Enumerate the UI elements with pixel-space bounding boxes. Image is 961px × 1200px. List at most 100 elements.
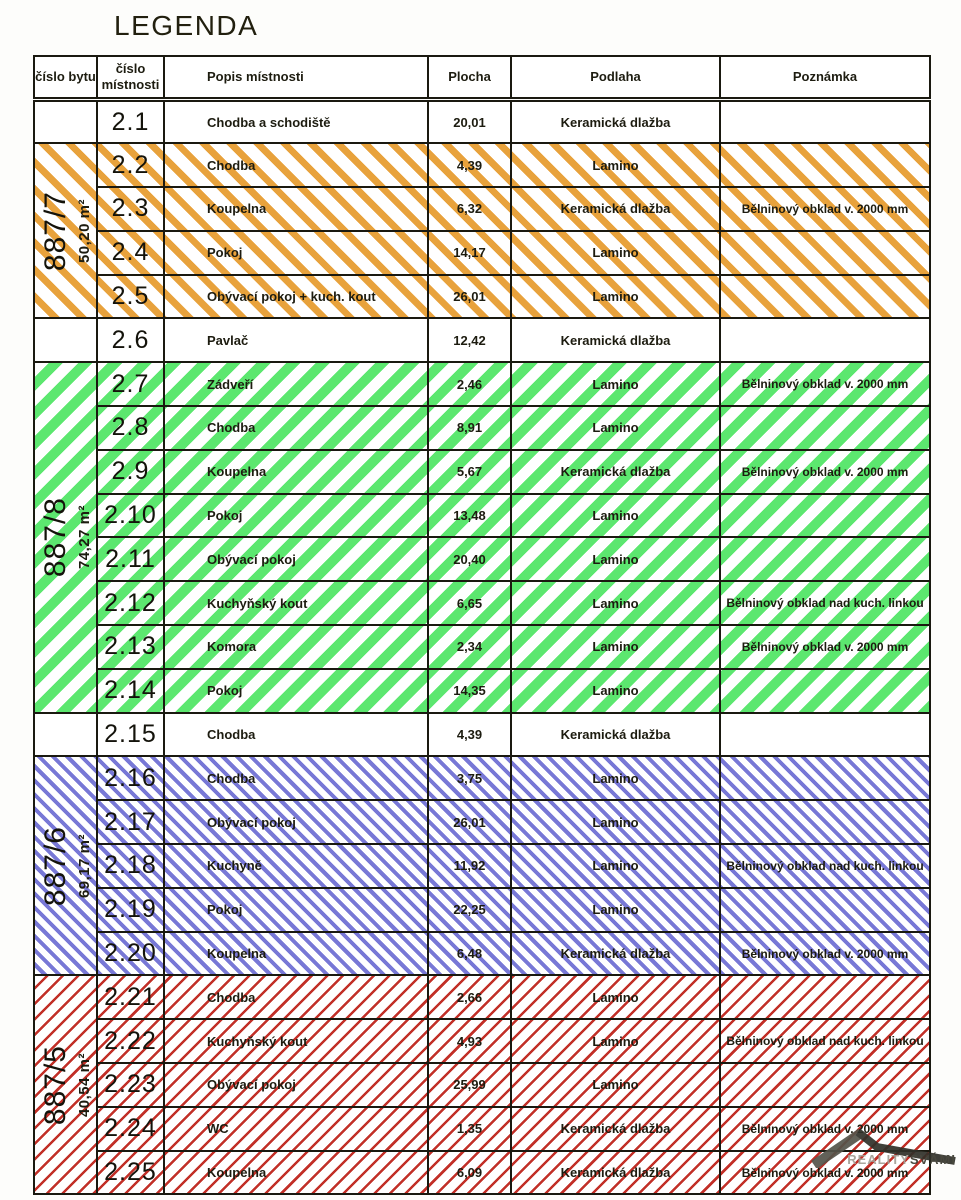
note-cell: [719, 1062, 931, 1108]
area-cell: 2,46: [427, 361, 512, 408]
table-row: 2.17 Obývací pokoj 26,01 Lamino: [34, 799, 931, 846]
note-cell: [719, 317, 931, 364]
table-row: 2.8 Chodba 8,91 Lamino: [34, 405, 931, 451]
room-desc-cell: Chodba: [163, 755, 429, 802]
area-cell: 8,91: [427, 405, 512, 451]
room-number-cell: 2.20: [96, 930, 165, 977]
table-row: 2.24 WC 1,35 Keramická dlažba Bělninový …: [34, 1105, 931, 1152]
room-number-cell: 2.7: [96, 361, 165, 408]
unit-cell-887-6: 887/6 69,17 m²: [33, 755, 98, 977]
room-desc-cell: Pavlač: [163, 317, 429, 364]
note-cell: [719, 667, 931, 714]
floor-cell: Keramická dlažba: [510, 711, 721, 758]
note-cell: Bělninový obklad v. 2000 mm: [719, 448, 931, 495]
unit-number: 887/5: [38, 1044, 72, 1125]
room-number-cell: 2.15: [96, 711, 165, 758]
room-desc-cell: Chodba: [163, 711, 429, 758]
table-row: 2.14 Pokoj 14,35 Lamino: [34, 667, 931, 714]
floor-cell: Lamino: [510, 142, 721, 189]
table-row: 2.5 Obývací pokoj + kuch. kout 26,01 Lam…: [34, 273, 931, 320]
note-cell: [719, 229, 931, 276]
unit-cell-887-5: 887/5 40,54 m²: [33, 974, 98, 1196]
section-unit-887-6: 887/6 69,17 m² 2.16 Chodba 3,75 Lamino 2…: [33, 755, 931, 977]
area-cell: 6,65: [427, 580, 512, 627]
room-desc-cell: Chodba: [163, 405, 429, 451]
room-number-cell: 2.14: [96, 667, 165, 714]
note-cell: [719, 405, 931, 451]
table-row: 2.18 Kuchyně 11,92 Lamino Bělninový obkl…: [34, 843, 931, 889]
col-header-podlaha: Podlaha: [510, 55, 721, 102]
room-number-cell: 2.6: [96, 317, 165, 364]
area-cell: 4,39: [427, 711, 512, 758]
area-cell: 4,93: [427, 1018, 512, 1065]
header-row: číslo bytu číslo místnosti Popis místnos…: [33, 55, 931, 102]
note-cell: [719, 755, 931, 802]
area-cell: 20,01: [427, 98, 512, 145]
table-row: 2.9 Koupelna 5,67 Keramická dlažba Bělni…: [34, 448, 931, 495]
note-cell: Bělninový obklad v. 2000 mm: [719, 624, 931, 670]
room-number-cell: 2.11: [96, 536, 165, 583]
unit-area: 74,27 m²: [75, 505, 93, 570]
unit-cell-empty: [33, 317, 98, 364]
note-cell: Bělninový obklad v. 2000 mm: [719, 361, 931, 408]
room-number-cell: 2.8: [96, 405, 165, 451]
area-cell: 11,92: [427, 843, 512, 889]
room-desc-cell: Pokoj: [163, 886, 429, 933]
table-row: 2.22 Kuchyňský kout 4,93 Lamino Bělninov…: [34, 1018, 931, 1065]
unit-area: 50,20 m²: [75, 198, 93, 263]
unit-cell-887-7: 887/7 50,20 m²: [33, 142, 98, 320]
col-header-plocha: Plocha: [427, 55, 512, 102]
room-number-cell: 2.18: [96, 843, 165, 889]
room-number-cell: 2.16: [96, 755, 165, 802]
floor-cell: Lamino: [510, 843, 721, 889]
room-desc-cell: Kuchyně: [163, 843, 429, 889]
table-row: 2.19 Pokoj 22,25 Lamino: [34, 886, 931, 933]
table-row: 887/6 69,17 m² 2.16 Chodba 3,75 Lamino: [33, 755, 931, 977]
area-cell: 13,48: [427, 492, 512, 539]
floor-cell: Keramická dlažba: [510, 1149, 721, 1196]
unit-cell-empty: [33, 711, 98, 758]
unit-label: 887/6 69,17 m²: [36, 825, 95, 906]
room-desc-cell: Obývací pokoj: [163, 799, 429, 846]
room-desc-cell: Pokoj: [163, 667, 429, 714]
room-desc-cell: Kuchyňský kout: [163, 580, 429, 627]
room-desc-cell: Pokoj: [163, 229, 429, 276]
logo-text-light: REALITY: [847, 1152, 910, 1167]
table-row: 2.3 Koupelna 6,32 Keramická dlažba Bělni…: [34, 186, 931, 232]
area-cell: 14,17: [427, 229, 512, 276]
room-desc-cell: Koupelna: [163, 930, 429, 977]
room-number-cell: 2.23: [96, 1062, 165, 1108]
unit-label: 887/8 74,27 m²: [36, 497, 95, 577]
floor-cell: Lamino: [510, 667, 721, 714]
floor-cell: Lamino: [510, 405, 721, 451]
unit-label: 887/5 40,54 m²: [36, 1044, 95, 1125]
floor-cell: Keramická dlažba: [510, 1105, 721, 1152]
area-cell: 26,01: [427, 799, 512, 846]
section-unit-887-8: 887/8 74,27 m² 2.7 Zádveří 2,46 Lamino B…: [33, 361, 931, 714]
floor-cell: Keramická dlažba: [510, 930, 721, 977]
area-cell: 6,48: [427, 930, 512, 977]
table-row: 2.15 Chodba 4,39 Keramická dlažba: [33, 711, 931, 758]
room-desc-cell: Chodba: [163, 974, 429, 1021]
note-cell: [719, 98, 931, 145]
room-number-cell: 2.22: [96, 1018, 165, 1065]
house-roof-icon: [811, 1128, 956, 1168]
col-header-popis: Popis místnosti: [163, 55, 429, 102]
table-row: 2.25 Koupelna 6,09 Keramická dlažba Běln…: [34, 1149, 931, 1196]
table-row: 2.12 Kuchyňský kout 6,65 Lamino Bělninov…: [34, 580, 931, 627]
logo-text-dark: SVÁMI: [909, 1152, 956, 1167]
legend-table: číslo bytu číslo místnosti Popis místnos…: [33, 55, 931, 1196]
room-desc-cell: Zádveří: [163, 361, 429, 408]
table-row: 2.23 Obývací pokoj 25,99 Lamino: [34, 1062, 931, 1108]
room-desc-cell: Koupelna: [163, 186, 429, 232]
col-header-cislo-mistnosti: číslo místnosti: [96, 55, 165, 102]
note-cell: Bělninový obklad v. 2000 mm: [719, 186, 931, 232]
unit-number: 887/6: [38, 825, 72, 906]
floor-cell: Lamino: [510, 1018, 721, 1065]
floor-cell: Lamino: [510, 1062, 721, 1108]
table-row: 887/7 50,20 m² 2.2 Chodba 4,39 Lamino: [33, 142, 931, 320]
floor-cell: Lamino: [510, 799, 721, 846]
note-cell: Bělninový obklad nad kuch. linkou: [719, 1018, 931, 1065]
room-desc-cell: Obývací pokoj + kuch. kout: [163, 273, 429, 320]
room-desc-cell: Kuchyňský kout: [163, 1018, 429, 1065]
